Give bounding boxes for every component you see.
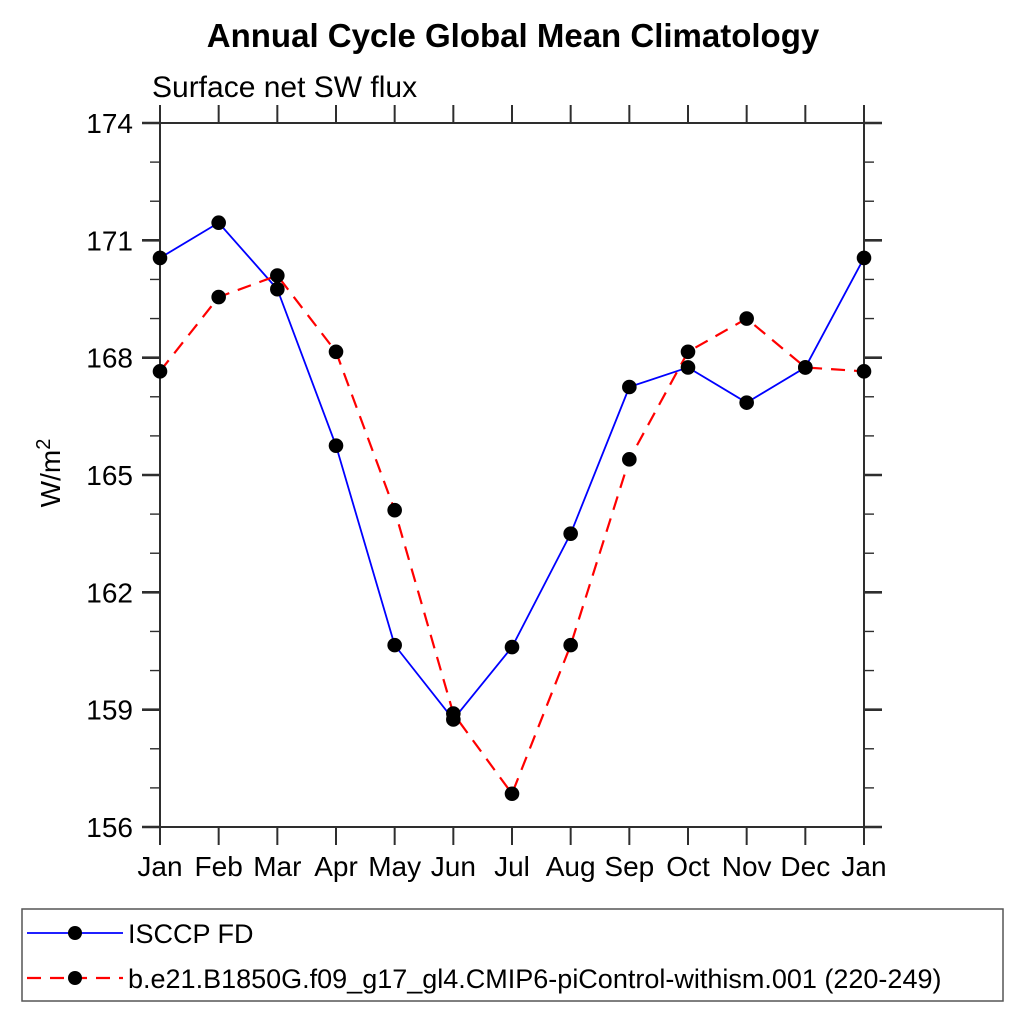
x-tick-label: Sep <box>604 851 654 882</box>
y-tick-label: 171 <box>86 225 133 256</box>
data-point-series-0 <box>856 250 872 266</box>
data-point-series-0 <box>739 395 754 410</box>
x-tick-label: May <box>368 851 421 882</box>
data-point-series-1 <box>446 706 461 721</box>
x-tick-label: Jul <box>494 851 530 882</box>
legend-item-isccp: ISCCP FD <box>27 919 254 949</box>
data-point-series-0 <box>680 360 696 375</box>
y-tick-label: 174 <box>86 108 133 139</box>
y-tick-label: 159 <box>86 695 133 726</box>
data-point-series-1 <box>622 452 637 467</box>
x-tick-label: Aug <box>546 851 596 882</box>
legend-label-model: b.e21.B1850G.f09_g17_gl4.CMIP6-piControl… <box>128 964 941 994</box>
x-tick-label: Apr <box>314 851 358 882</box>
data-point-series-1 <box>798 360 813 375</box>
y-tick-label: 156 <box>86 812 133 843</box>
chart-subtitle: Surface net SW flux <box>152 71 417 104</box>
legend-marker-dot-isccp <box>68 926 82 940</box>
data-point-series-1 <box>387 502 402 518</box>
data-point-series-1 <box>328 344 344 360</box>
data-point-series-1 <box>739 311 754 326</box>
plot-series <box>152 215 872 802</box>
data-point-series-0 <box>504 639 520 655</box>
x-tick-label: Mar <box>253 851 301 882</box>
y-axis-label-base: W/m <box>35 450 66 508</box>
legend-marker-dot-model <box>68 971 82 985</box>
x-tick-label: Jun <box>431 851 476 882</box>
x-tick-label: Feb <box>195 851 243 882</box>
y-tick-label: 165 <box>86 460 133 491</box>
x-tick-label: Oct <box>666 851 710 882</box>
x-tick-label: Nov <box>722 851 772 882</box>
data-point-series-1 <box>563 637 578 653</box>
data-point-series-0 <box>328 438 344 453</box>
data-point-series-0 <box>563 526 578 541</box>
data-point-series-0 <box>211 215 226 231</box>
legend-item-model: b.e21.B1850G.f09_g17_gl4.CMIP6-piControl… <box>27 964 941 994</box>
data-point-series-1 <box>211 289 226 305</box>
data-point-series-0 <box>387 637 402 653</box>
legend: ISCCP FD b.e21.B1850G.f09_g17_gl4.CMIP6-… <box>21 908 1004 1002</box>
legend-box <box>21 908 1004 1002</box>
x-tick-label: Jan <box>137 851 182 882</box>
x-tick-label: Dec <box>780 851 830 882</box>
data-point-series-0 <box>270 281 285 297</box>
data-point-series-1 <box>504 786 520 802</box>
data-point-series-0 <box>152 250 168 266</box>
y-tick-label: 168 <box>86 343 133 374</box>
x-tick-label: Jan <box>841 851 886 882</box>
axes: Jan Feb Mar Apr May Jun Jul Aug Sep Oct Nov Dec Jan1… <box>86 105 887 882</box>
chart-title: Annual Cycle Global Mean Climatology <box>207 17 820 54</box>
data-point-series-1 <box>152 364 168 379</box>
y-tick-label: 162 <box>86 577 133 608</box>
data-point-series-1 <box>270 268 285 283</box>
series-line-1 <box>159 274 865 797</box>
legend-label-isccp: ISCCP FD <box>128 919 254 949</box>
plot-frame <box>159 122 865 828</box>
data-point-series-0 <box>622 379 637 395</box>
data-point-series-1 <box>856 364 872 379</box>
y-axis-label: W/m2 <box>33 439 66 508</box>
y-axis-label-superscript: 2 <box>33 439 55 450</box>
data-point-series-1 <box>680 344 696 360</box>
